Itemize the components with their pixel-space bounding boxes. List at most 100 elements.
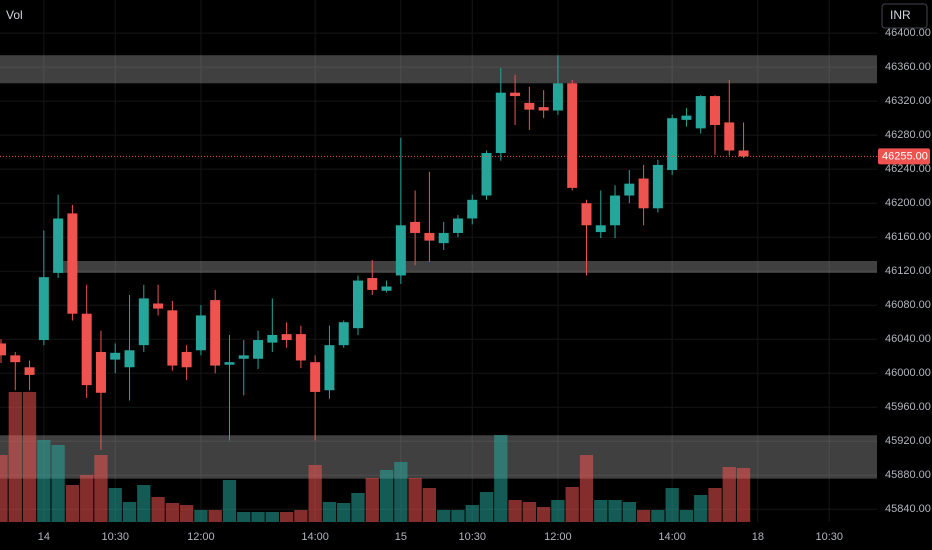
price-zone xyxy=(0,55,877,84)
y-tick-label: 45880.00 xyxy=(885,469,931,481)
y-tick-label: 45960.00 xyxy=(885,401,931,413)
volume-bar xyxy=(194,510,208,522)
candle-body xyxy=(667,118,678,171)
candle-body xyxy=(538,107,549,111)
y-tick-label: 46360.00 xyxy=(885,61,931,73)
x-tick-label: 14:00 xyxy=(658,531,686,543)
candle-body xyxy=(652,164,663,209)
volume-bar xyxy=(679,510,694,522)
candle-body xyxy=(67,213,78,314)
volume-bar xyxy=(294,510,308,522)
candle-body xyxy=(638,178,649,209)
candle-body xyxy=(195,315,206,351)
y-tick-label: 46120.00 xyxy=(885,265,931,277)
candle-body xyxy=(95,351,106,393)
candle-body xyxy=(624,183,635,196)
volume-bar xyxy=(137,485,151,522)
candle-body xyxy=(24,367,35,375)
volume-bar xyxy=(636,510,651,522)
volume-bar xyxy=(337,503,351,522)
candle-body xyxy=(424,232,435,241)
volume-bar xyxy=(522,502,536,522)
x-tick-label: 10:30 xyxy=(458,531,486,543)
x-tick-label: 15 xyxy=(395,531,407,543)
volume-bar xyxy=(551,500,565,522)
volume-bar xyxy=(437,510,451,522)
x-tick-label: 14:00 xyxy=(301,531,329,543)
y-tick-label: 45840.00 xyxy=(885,503,931,515)
volume-label: Vol xyxy=(6,8,23,22)
candle-body xyxy=(367,278,378,290)
volume-bar xyxy=(308,465,322,522)
candle-body xyxy=(510,92,521,97)
last-price-label: 46255.00 xyxy=(882,150,928,162)
volume-bar xyxy=(80,475,94,522)
volume-bar xyxy=(180,505,194,522)
volume-bar xyxy=(722,467,736,522)
volume-bar xyxy=(365,478,379,522)
volume-bar xyxy=(665,488,679,522)
x-tick-label: 18 xyxy=(752,531,764,543)
volume-bar xyxy=(122,502,137,522)
candle-body xyxy=(310,362,321,392)
currency-label: INR xyxy=(890,8,911,22)
candle-body xyxy=(338,322,349,346)
volume-bar xyxy=(222,480,237,522)
y-tick-label: 46040.00 xyxy=(885,333,931,345)
candle-body xyxy=(567,83,578,188)
candle-body xyxy=(224,362,235,365)
candle-body xyxy=(610,195,621,226)
candle-body xyxy=(267,334,278,343)
volume-bar xyxy=(51,445,65,522)
volume-bar xyxy=(94,455,108,522)
y-tick-label: 46080.00 xyxy=(885,299,931,311)
candle-body xyxy=(495,92,506,154)
candle-body xyxy=(681,115,692,120)
volume-bar xyxy=(22,392,37,522)
volume-bar xyxy=(537,507,551,522)
candle-body xyxy=(238,355,249,359)
candle-body xyxy=(138,298,149,346)
volume-bar xyxy=(394,462,408,522)
candle-body xyxy=(595,225,606,233)
candle-body xyxy=(524,102,535,110)
y-tick-label: 46000.00 xyxy=(885,367,931,379)
candle-body xyxy=(695,96,706,129)
candle-body xyxy=(0,343,6,356)
candle-body xyxy=(81,313,92,386)
volume-bar xyxy=(694,495,708,522)
volume-bar xyxy=(37,440,51,522)
y-tick-label: 46320.00 xyxy=(885,95,931,107)
candle-body xyxy=(395,225,406,276)
volume-bar xyxy=(479,492,494,522)
candle-body xyxy=(124,350,135,368)
volume-bar xyxy=(237,512,251,522)
volume-bar xyxy=(208,510,222,522)
volume-bar xyxy=(165,503,179,522)
x-tick-label: 10:30 xyxy=(101,531,129,543)
volume-bar xyxy=(594,500,608,522)
candle-body xyxy=(724,122,735,151)
y-tick-label: 46400.00 xyxy=(885,27,931,39)
y-tick-label: 46280.00 xyxy=(885,129,931,141)
volume-bar xyxy=(265,512,279,522)
candle-body xyxy=(581,203,592,226)
candle-body xyxy=(167,310,178,366)
candle-body xyxy=(153,303,164,309)
currency-box[interactable] xyxy=(881,3,928,29)
volume-bar xyxy=(0,455,8,522)
candle-body xyxy=(410,221,421,233)
candle-body xyxy=(710,96,720,125)
candle-body xyxy=(438,232,449,244)
volume-bar xyxy=(465,505,479,522)
volume-bar xyxy=(565,487,579,522)
volume-bar xyxy=(408,478,422,522)
x-tick-label: 14 xyxy=(38,531,50,543)
candle-body xyxy=(467,199,478,219)
candle-body xyxy=(10,355,21,363)
candle-body xyxy=(53,218,64,273)
volume-bar xyxy=(65,485,80,522)
candle-body xyxy=(295,334,306,361)
